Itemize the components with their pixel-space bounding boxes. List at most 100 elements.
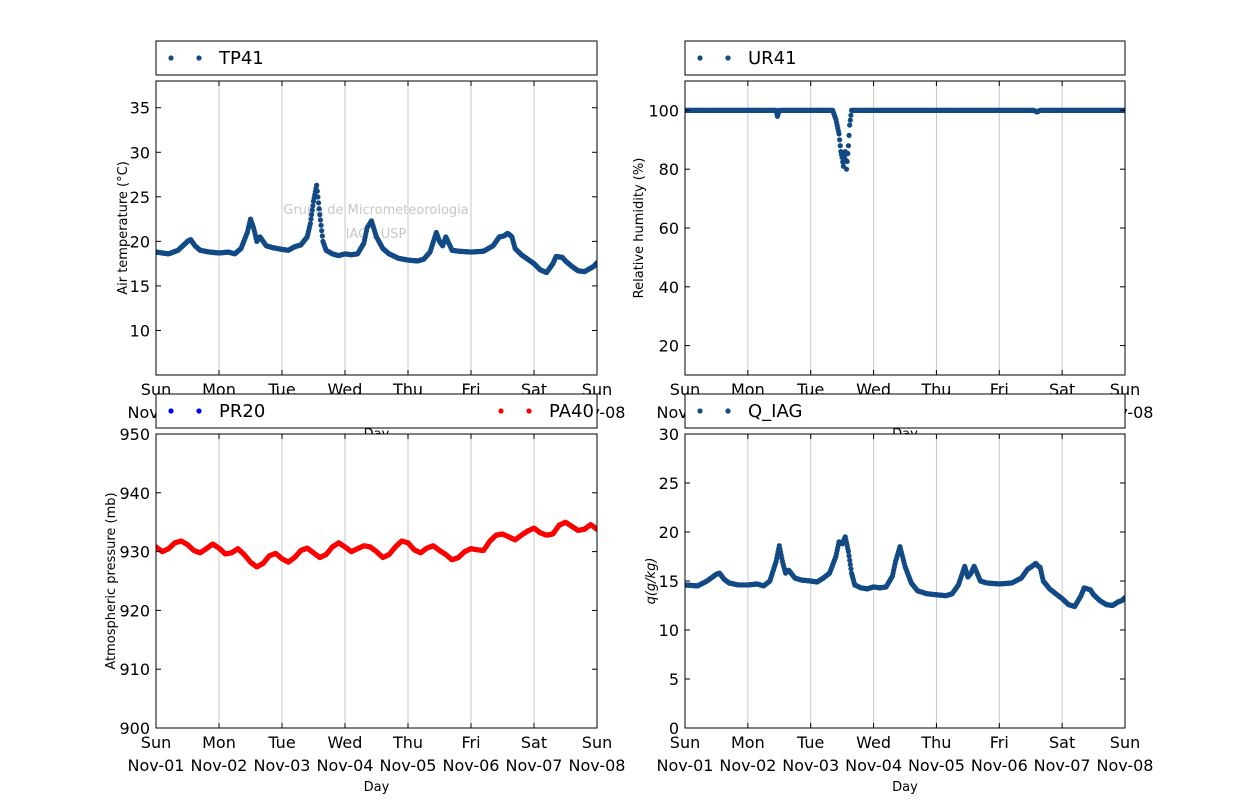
plot-frame: [155, 80, 598, 376]
x-tick-label-date: Nov-06: [971, 756, 1028, 775]
y-tick-label: 930: [119, 543, 150, 562]
legend-label: UR41: [748, 48, 797, 69]
y-tick-label: 10: [130, 321, 150, 340]
y-tick-label: 0: [669, 719, 679, 738]
legend-marker: [725, 408, 731, 414]
y-tick-label: 5: [669, 670, 679, 689]
data-point: [319, 233, 325, 239]
plot-area: [156, 81, 597, 375]
data-point: [837, 143, 843, 149]
data-point: [310, 203, 316, 209]
x-tick-label-date: Nov-02: [719, 756, 776, 775]
x-tick-label-date: Nov-04: [317, 756, 374, 775]
data-point: [315, 200, 322, 206]
plot-frame: [155, 433, 598, 729]
legend-marker: [697, 55, 703, 61]
y-axis-label: Relative humidity (%): [632, 158, 647, 299]
legend-marker: [196, 55, 202, 61]
y-tick-label: 950: [119, 425, 150, 444]
y-tick-label: 40: [659, 278, 679, 297]
data-point: [848, 566, 854, 572]
data-point: [845, 549, 852, 555]
y-tick-label: 25: [659, 474, 679, 493]
x-tick-label-date: Nov-04: [845, 756, 902, 775]
x-tick-label-day: Sun: [1110, 733, 1140, 752]
x-axis-label: Day: [892, 780, 918, 795]
data-point: [314, 188, 320, 194]
x-tick-label-day: Sat: [1049, 733, 1075, 752]
data-point: [848, 112, 854, 118]
y-tick-label: 20: [130, 232, 150, 251]
legend-label: PR20: [219, 401, 265, 422]
legend-label: TP41: [218, 48, 264, 69]
series-Q_IAG: [685, 534, 1125, 610]
x-tick-label-day: Mon: [731, 733, 765, 752]
x-tick-label-date: Nov-03: [782, 756, 839, 775]
x-tick-label-date: Nov-06: [443, 756, 500, 775]
data-point: [847, 557, 853, 563]
legend: [684, 40, 1126, 76]
y-axis-label: Air temperature (°C): [116, 161, 131, 295]
y-tick-label: 35: [130, 99, 150, 118]
y-axis-label: Atmospheric pressure (mb): [104, 492, 119, 669]
plot-area: [156, 434, 597, 728]
x-tick-label-day: Thu: [920, 733, 951, 752]
legend-marker: [498, 408, 504, 414]
y-tick-label: 900: [119, 719, 150, 738]
chart-panel-p4: Day q(g/kg) 0 5 10 15 20 25 30 Sun Nov-01 Mon Nov-02…: [644, 393, 1154, 795]
x-tick-label-day: Sun: [582, 733, 612, 752]
data-point: [315, 194, 321, 200]
data-point: [317, 217, 324, 223]
x-tick-label-date: Nov-05: [908, 756, 965, 775]
y-tick-label: 15: [130, 277, 150, 296]
data-point: [845, 150, 851, 157]
legend: [684, 393, 1126, 429]
legend-marker: [168, 55, 174, 61]
x-tick-label-day: Sun: [141, 733, 171, 752]
legend-marker: [526, 408, 532, 414]
watermark-line-1: Grupo de Micrometeorologia: [283, 203, 469, 218]
data-point: [309, 212, 315, 218]
x-tick-label-day: Fri: [990, 733, 1009, 752]
legend-marker: [196, 408, 202, 414]
data-point: [1122, 595, 1125, 601]
legend: [155, 393, 598, 429]
data-point: [845, 143, 852, 149]
y-tick-label: 20: [659, 523, 679, 542]
chart-panel-p1: DayAir temperature (°C)Grupo de Micromet…: [116, 40, 625, 442]
legend-marker: [697, 408, 703, 414]
data-point: [309, 207, 315, 213]
data-point: [317, 212, 323, 218]
x-tick-label-date: Nov-05: [380, 756, 437, 775]
data-point: [319, 228, 325, 234]
data-point: [846, 553, 852, 559]
y-tick-label: 30: [130, 143, 150, 162]
data-point: [318, 222, 324, 228]
x-tick-label-day: Tue: [796, 733, 824, 752]
y-tick-label: 60: [659, 219, 679, 238]
data-point: [594, 260, 597, 266]
x-tick-label-date: Nov-07: [1034, 756, 1091, 775]
y-tick-label: 30: [659, 425, 679, 444]
y-tick-label: 10: [659, 621, 679, 640]
legend-label: Q_IAG: [748, 401, 802, 422]
data-point: [836, 131, 842, 137]
y-tick-label: 80: [659, 160, 679, 179]
legend: [155, 40, 598, 76]
y-tick-label: 15: [659, 572, 679, 591]
x-tick-label-day: Tue: [267, 733, 295, 752]
x-tick-label-date: Nov-03: [254, 756, 311, 775]
data-point: [847, 122, 853, 128]
data-point: [307, 220, 313, 227]
chart-panel-p2: DayRelative humidity (%)20406080100SunNo…: [632, 40, 1153, 442]
x-tick-label-date: Nov-08: [1097, 756, 1154, 775]
data-point: [847, 561, 853, 568]
x-tick-label-day: Mon: [202, 733, 236, 752]
y-tick-label: 100: [648, 101, 679, 120]
x-tick-label-date: Nov-07: [506, 756, 563, 775]
data-point: [594, 526, 597, 532]
x-tick-label-day: Wed: [856, 733, 891, 752]
series-TP41: [156, 182, 597, 276]
x-axis-label: Day: [364, 780, 390, 795]
data-point: [314, 182, 320, 188]
